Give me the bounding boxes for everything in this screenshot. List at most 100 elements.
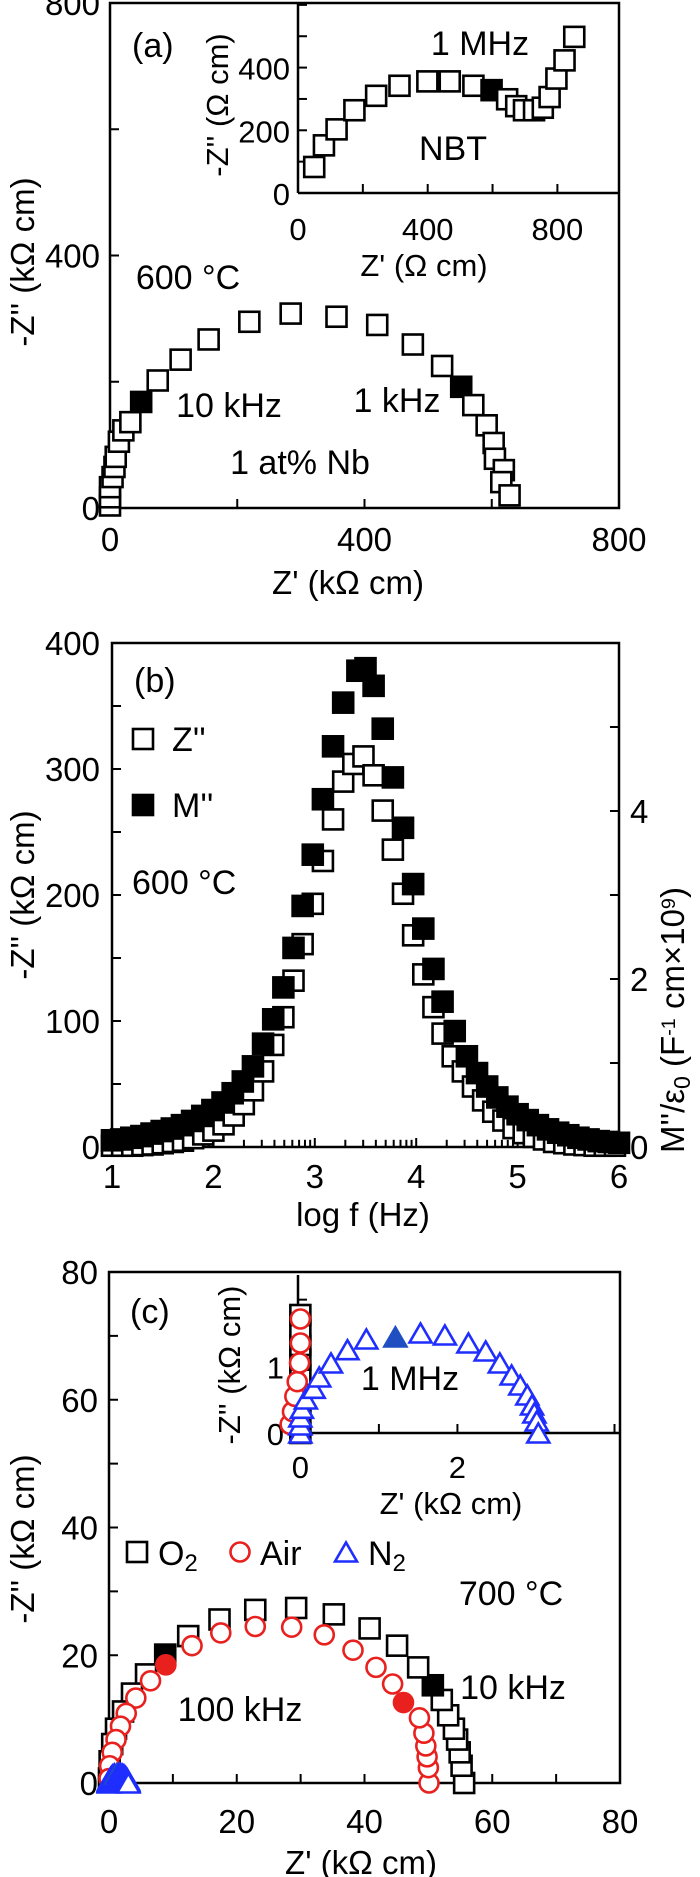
data-point: [562, 25, 586, 49]
data-point: [443, 1019, 467, 1043]
data-point: [317, 1350, 345, 1374]
data-point: [371, 799, 395, 822]
data-point: [364, 84, 388, 108]
data-point: [289, 1332, 312, 1354]
annotation-label: 1 MHz: [431, 25, 529, 63]
x-tick-label: 800: [591, 521, 646, 558]
data-point: [125, 1687, 147, 1709]
data-point: [321, 808, 345, 831]
data-point: [181, 1634, 203, 1657]
x-tick-label: 3: [306, 1158, 324, 1195]
x-axis-title: Z' (Ω cm): [360, 248, 487, 283]
y2-axis-title: M''/ε0 (F-1 cm×109): [654, 887, 695, 1153]
data-point: [421, 1673, 445, 1697]
y-axis-title: -Z'' (Ω cm): [200, 33, 235, 176]
data-point: [146, 369, 170, 392]
x-axis-title: log f (Hz): [296, 1196, 430, 1233]
x-tick-label: 2: [449, 1450, 466, 1485]
legend-marker: [229, 1541, 251, 1563]
x-tick-label: 60: [474, 1803, 511, 1840]
data-point: [279, 302, 302, 325]
y2-axis-title-part: (F: [654, 1036, 691, 1076]
data-point: [538, 85, 561, 109]
data-point: [325, 305, 348, 329]
x-tick-label: 1: [103, 1158, 121, 1195]
data-point: [392, 1691, 415, 1714]
data-point: [455, 1330, 482, 1354]
y2-axis-title-part: 9: [658, 898, 680, 909]
data-point: [422, 957, 445, 981]
y-tick-label: 1: [267, 1350, 284, 1385]
y-axis-title: -Z'' (kΩ cm): [212, 1286, 247, 1445]
legend-marker: [131, 727, 155, 751]
data-point: [449, 375, 473, 399]
data-point: [139, 1670, 162, 1692]
series-0: [98, 302, 521, 517]
data-point: [416, 70, 439, 93]
data-point: [238, 310, 261, 334]
x-tick-label: 400: [402, 212, 454, 247]
y2-tick-label: 4: [630, 793, 648, 830]
data-point: [282, 936, 305, 960]
annotation-label: (b): [134, 662, 176, 700]
x-tick-label: 6: [610, 1158, 628, 1195]
x-axis-title: Z' (kΩ cm): [380, 1486, 523, 1521]
data-point: [401, 872, 425, 896]
data-point: [431, 1322, 459, 1346]
data-point: [411, 917, 435, 940]
annotation-label: 1 at% Nb: [230, 444, 370, 482]
data-point: [280, 1616, 303, 1638]
y-axis-title: -Z'' (kΩ cm): [4, 177, 41, 346]
y2-tick-label: 0: [630, 1129, 648, 1166]
x-tick-label: 4: [407, 1158, 425, 1195]
annotation-label: (a): [132, 27, 174, 65]
data-point: [169, 348, 192, 371]
data-point: [325, 118, 348, 141]
data-point: [362, 763, 385, 787]
data-point: [321, 735, 345, 758]
data-point: [431, 990, 454, 1013]
annotation-label: 100 kHz: [178, 1691, 303, 1729]
x-tick-label: 0: [101, 521, 119, 558]
y-tick-label: 100: [45, 1003, 100, 1040]
y-axis-title: -Z'' (kΩ cm): [4, 810, 41, 979]
data-point: [119, 410, 142, 434]
data-point: [286, 1370, 309, 1393]
data-point: [209, 1622, 232, 1644]
legend-label-part: N: [368, 1535, 393, 1573]
data-point: [461, 393, 485, 417]
data-point: [553, 49, 576, 72]
data-point: [352, 745, 375, 768]
legend-marker: [332, 1539, 360, 1563]
legend-label-part: Air: [260, 1535, 302, 1573]
data-point: [353, 1326, 380, 1350]
y-axis-title: -Z'' (kΩ cm): [4, 1454, 41, 1623]
data-point: [498, 484, 521, 507]
data-point: [342, 1639, 364, 1661]
data-point: [343, 98, 366, 122]
y2-axis-title-part: M''/ε: [654, 1089, 691, 1153]
data-point: [251, 1032, 275, 1055]
data-point: [311, 787, 335, 811]
y2-axis-title-part: cm×10: [654, 909, 691, 1018]
x-tick-label: 20: [218, 1803, 255, 1840]
y-tick-label: 0: [80, 1765, 98, 1802]
x-tick-label: 0: [100, 1803, 118, 1840]
x-tick-label: 400: [337, 521, 392, 558]
data-point: [197, 328, 220, 351]
data-point: [408, 1707, 431, 1729]
y-tick-label: 400: [45, 238, 100, 275]
y-tick-label: 400: [238, 52, 290, 87]
data-point: [382, 1324, 409, 1348]
y-tick-label: 400: [45, 625, 100, 662]
data-point: [313, 1624, 336, 1646]
data-point: [472, 1338, 499, 1362]
data-point: [115, 1770, 142, 1794]
annotation-label: 600 °C: [132, 864, 236, 902]
annotation-label: 10 kHz: [460, 1669, 566, 1707]
y-tick-label: 0: [82, 1129, 100, 1166]
data-point: [331, 691, 355, 714]
